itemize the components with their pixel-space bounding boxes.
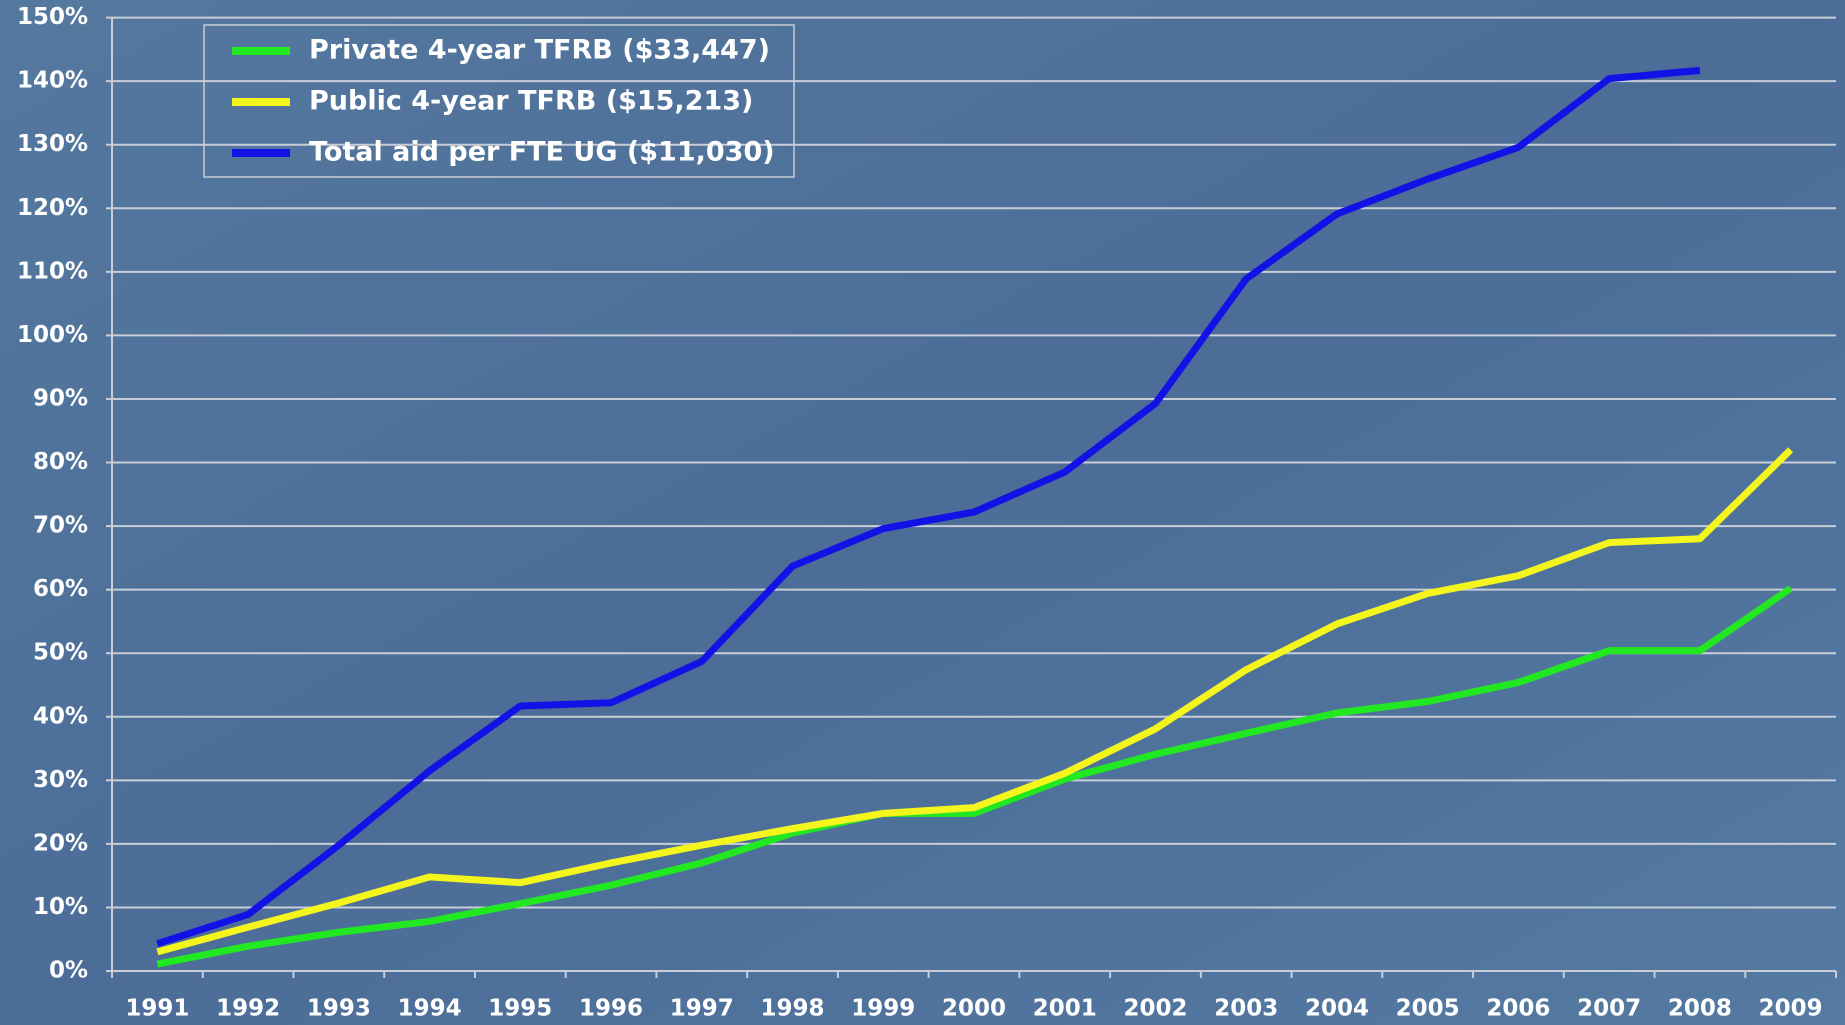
x-tick-label: 2005: [1396, 996, 1460, 1022]
x-tick-label: 2006: [1486, 996, 1550, 1022]
x-tick-label: 2000: [942, 996, 1006, 1022]
legend-label: Private 4-year TFRB ($33,447): [309, 35, 770, 66]
y-tick-label: 120%: [17, 195, 88, 221]
x-tick-label: 1992: [216, 996, 280, 1022]
series-line: [156, 447, 1794, 956]
x-tick-label: 1996: [579, 996, 643, 1022]
x-tick-label: 2008: [1668, 996, 1732, 1022]
y-tick-label: 0%: [49, 958, 88, 984]
x-tick-label: 2002: [1123, 996, 1187, 1022]
x-tick-label: 2007: [1577, 996, 1641, 1022]
x-tick-label: 1997: [670, 996, 734, 1022]
x-tick-label: 1993: [307, 996, 371, 1022]
y-tick-label: 110%: [17, 258, 88, 284]
x-tick-label: 1994: [398, 996, 462, 1022]
series-line: [156, 66, 1701, 948]
x-tick-label: 1995: [488, 996, 552, 1022]
y-tick-label: 70%: [33, 513, 88, 539]
x-tick-label: 2004: [1305, 996, 1369, 1022]
y-tick-label: 80%: [33, 449, 88, 475]
x-tick-label: 2003: [1214, 996, 1278, 1022]
y-tick-label: 10%: [33, 894, 88, 920]
y-tick-label: 60%: [33, 576, 88, 602]
x-tick-label: 1991: [125, 996, 189, 1022]
y-tick-label: 50%: [33, 640, 88, 666]
y-tick-label: 150%: [17, 4, 88, 30]
y-tick-label: 130%: [17, 131, 88, 157]
x-tick-label: 1998: [761, 996, 825, 1022]
legend-label: Public 4-year TFRB ($15,213): [309, 86, 753, 117]
y-tick-label: 40%: [33, 703, 88, 729]
y-tick-label: 140%: [17, 68, 88, 94]
x-tick-label: 2009: [1759, 996, 1823, 1022]
x-tick-label: 2001: [1033, 996, 1097, 1022]
y-tick-label: 90%: [33, 385, 88, 411]
y-tick-label: 30%: [33, 767, 88, 793]
y-tick-label: 20%: [33, 830, 88, 856]
legend-label: Total aid per FTE UG ($11,030): [309, 137, 775, 168]
x-tick-label: 1999: [851, 996, 915, 1022]
legend-box: [203, 24, 795, 178]
y-tick-label: 100%: [17, 322, 88, 348]
series-line: [156, 585, 1793, 968]
